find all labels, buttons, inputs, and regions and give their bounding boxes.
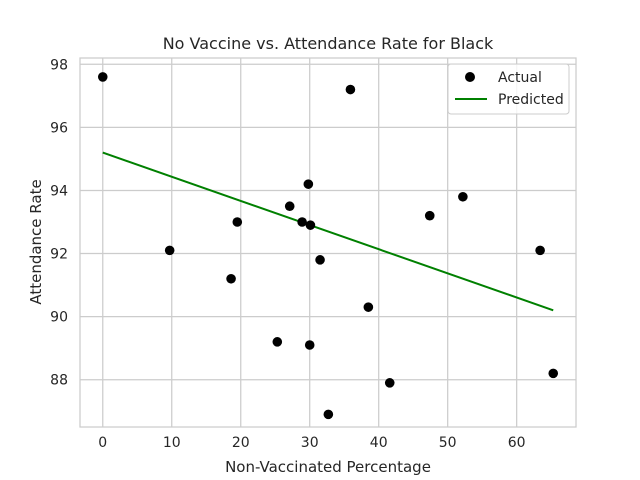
data-point xyxy=(424,210,435,221)
data-point xyxy=(458,191,468,202)
data-point xyxy=(384,378,395,388)
y-axis-label: Attendance Rate xyxy=(27,179,45,304)
y-tick-label: 96 xyxy=(50,120,68,136)
predicted-series xyxy=(102,151,554,312)
y-tick-label: 88 xyxy=(50,373,68,389)
y-tick-label: 98 xyxy=(50,57,68,73)
y-tick-label: 94 xyxy=(50,183,68,199)
legend: Actual Predicted xyxy=(447,63,570,115)
data-point xyxy=(164,245,175,256)
data-point xyxy=(535,245,545,256)
x-axis-ticks: 0 10 20 30 40 50 60 xyxy=(98,435,525,451)
data-point xyxy=(284,201,295,212)
plot-area-frame xyxy=(79,57,577,428)
data-point xyxy=(297,217,307,227)
data-point xyxy=(363,302,374,312)
chart-title: No Vaccine vs. Attendance Rate for Black xyxy=(163,34,494,53)
legend-box xyxy=(447,63,570,115)
x-tick-label: 50 xyxy=(439,435,457,451)
y-axis-ticks: 88 90 92 94 96 98 xyxy=(50,57,68,388)
x-tick-label: 60 xyxy=(508,435,526,451)
legend-marker-actual xyxy=(465,72,475,82)
data-point xyxy=(304,340,315,350)
data-point xyxy=(97,72,108,82)
data-point xyxy=(272,337,283,347)
data-point xyxy=(315,255,325,265)
y-tick-label: 90 xyxy=(50,310,68,326)
legend-label-actual: Actual xyxy=(498,70,542,86)
y-tick-label: 92 xyxy=(50,247,68,263)
legend-label-predicted: Predicted xyxy=(498,92,564,108)
x-tick-label: 20 xyxy=(232,435,250,451)
actual-series xyxy=(97,72,559,420)
x-tick-label: 0 xyxy=(98,435,107,451)
grid-lines xyxy=(80,58,576,427)
data-point xyxy=(305,220,316,230)
data-point xyxy=(548,368,559,379)
data-point xyxy=(226,273,236,284)
predicted-line xyxy=(102,151,554,312)
x-axis-label: Non-Vaccinated Percentage xyxy=(225,458,431,476)
data-point xyxy=(323,409,334,420)
data-point xyxy=(303,179,314,189)
x-tick-label: 30 xyxy=(301,435,319,451)
data-point xyxy=(345,84,356,95)
data-point xyxy=(232,217,243,227)
x-tick-label: 40 xyxy=(370,435,388,451)
x-tick-label: 10 xyxy=(163,435,181,451)
